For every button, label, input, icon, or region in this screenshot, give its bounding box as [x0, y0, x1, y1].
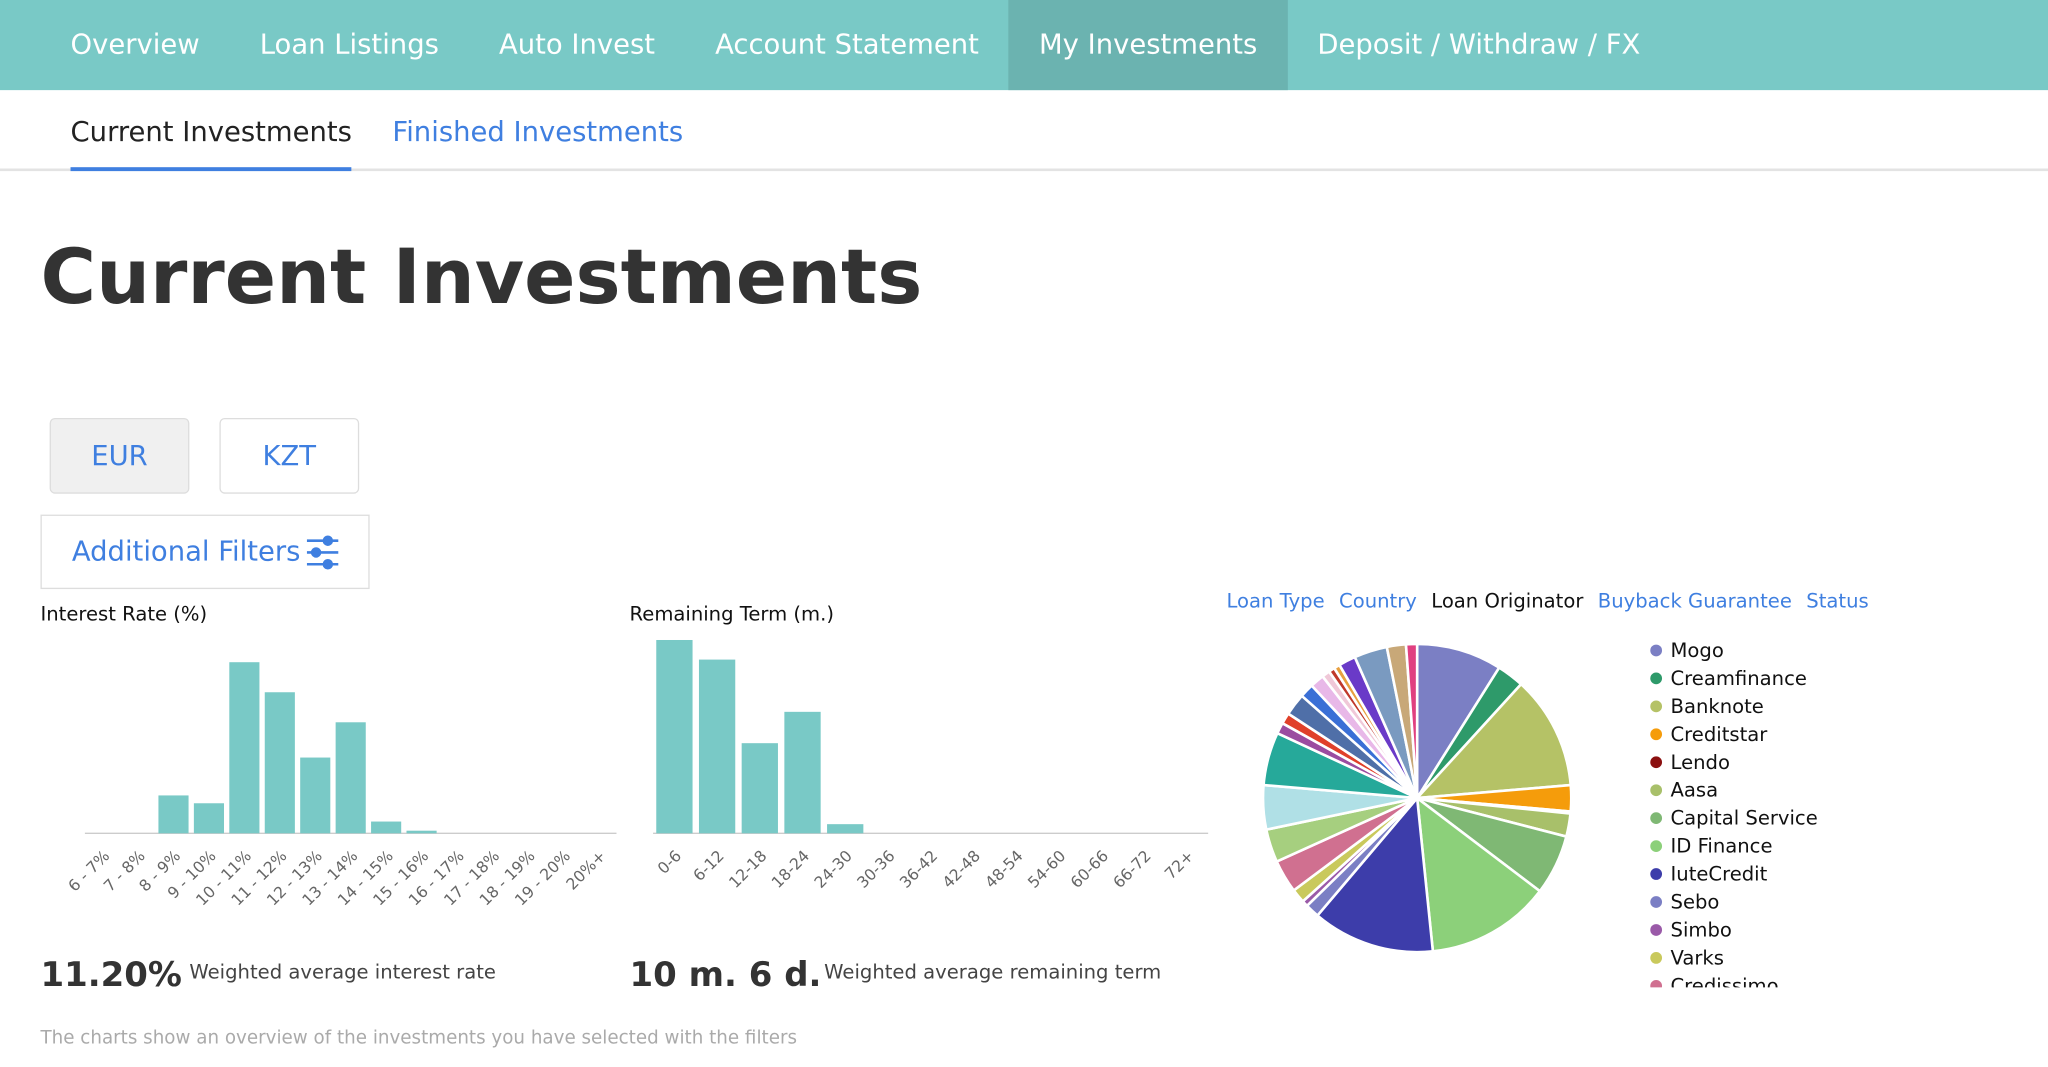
legend-label: Lendo — [1671, 751, 1730, 774]
legend-label: IuteCredit — [1671, 863, 1768, 886]
x-tick-label: 30-36 — [853, 846, 899, 892]
bar — [158, 795, 189, 834]
currency-button[interactable]: KZT — [219, 417, 360, 494]
legend-swatch — [1650, 868, 1663, 880]
pie-tab[interactable]: Status — [1806, 589, 1869, 613]
legend-label: Credissimo — [1671, 974, 1779, 997]
pie-slice — [1415, 642, 1502, 803]
x-tick-label: 0-6 — [654, 846, 686, 878]
x-tick-label: 42-48 — [938, 846, 984, 892]
stat-label: Weighted average remaining term — [824, 959, 1162, 984]
pie-tab[interactable]: Buyback Guarantee — [1597, 589, 1792, 613]
chart-title: Remaining Term (m.) — [630, 602, 834, 625]
pie-slice — [1413, 682, 1573, 800]
legend-label: Sebo — [1671, 891, 1720, 914]
legend-swatch — [1650, 700, 1663, 713]
legend-label: Varks — [1671, 946, 1724, 969]
legend-swatch — [1650, 644, 1663, 657]
nav-item[interactable]: Account Statement — [715, 28, 979, 61]
bar — [229, 662, 260, 834]
pie-tabs: Loan Type Country Loan Originator Buyback G… — [1226, 589, 1883, 613]
pie-slice — [1315, 794, 1435, 954]
legend-swatch — [1650, 952, 1663, 964]
filters-button[interactable]: Additional Filters — [40, 514, 370, 590]
bar — [300, 757, 331, 834]
stat-value: 10 m. 6 d. — [629, 956, 822, 996]
top-nav: Overview Loan Listings Auto Invest Account … — [0, 0, 2048, 91]
page-heading: Current Investments — [40, 232, 923, 322]
legend-swatch — [1650, 728, 1663, 741]
legend-swatch — [1650, 840, 1663, 852]
pie-tab[interactable]: Loan Type — [1226, 589, 1325, 613]
bar — [371, 821, 402, 834]
x-tick-label: 36-42 — [896, 846, 942, 892]
filters-label: Additional Filters — [71, 535, 301, 567]
bar — [827, 824, 864, 834]
x-tick-label: 48-54 — [981, 846, 1027, 892]
legend-swatch — [1650, 784, 1663, 797]
x-tick-label: 12-18 — [725, 846, 771, 892]
x-tick-label: 54-60 — [1024, 846, 1070, 892]
legend-label: Capital Service — [1671, 807, 1818, 830]
legend-swatch — [1650, 672, 1663, 685]
legend-swatch — [1650, 979, 1663, 988]
nav-item[interactable]: Overview — [70, 28, 200, 61]
currency-button[interactable]: EUR — [49, 417, 190, 494]
pie-slice — [1415, 795, 1542, 953]
stat-value: 11.20% — [40, 956, 182, 996]
legend-swatch — [1650, 896, 1663, 908]
sub-tabs: Current Investments Finished Investments — [0, 90, 2048, 172]
sub-tab[interactable]: Current Investments — [70, 90, 352, 172]
bar — [193, 803, 224, 834]
x-tick-label: 66-72 — [1109, 846, 1155, 892]
pie-slice — [1404, 642, 1419, 799]
bar — [264, 692, 295, 834]
bar — [698, 659, 736, 834]
filters-icon — [306, 535, 339, 570]
nav-item[interactable]: Auto Invest — [498, 28, 656, 61]
bar — [741, 743, 778, 834]
chart-title: Interest Rate (%) — [40, 602, 207, 625]
nav-item[interactable]: Loan Listings — [259, 28, 439, 61]
x-tick-label: 18-24 — [768, 846, 814, 892]
nav-item[interactable]: Deposit / Withdraw / FX — [1317, 28, 1641, 61]
legend-label: Mogo — [1671, 639, 1724, 662]
x-tick-label: 24-30 — [810, 846, 856, 892]
bar — [406, 830, 437, 834]
pie-tab[interactable]: Loan Originator — [1431, 589, 1584, 613]
legend-label: Creditstar — [1671, 723, 1769, 746]
legend-swatch — [1650, 812, 1663, 825]
legend-label: Creamfinance — [1671, 667, 1807, 690]
nav-item[interactable]: My Investments — [1008, 0, 1288, 91]
x-tick-label: 6-12 — [689, 846, 728, 885]
x-tick-label: 20%+ — [562, 846, 609, 893]
sub-tab[interactable]: Finished Investments — [392, 116, 684, 148]
bar — [335, 722, 366, 834]
bar — [656, 639, 693, 834]
footnote: The charts show an overview of the inves… — [40, 1027, 797, 1049]
legend-label: Aasa — [1671, 779, 1719, 802]
legend-swatch — [1650, 756, 1663, 769]
legend: Mogo Creamfinance Banknote Creditstar Lendo A… — [1650, 639, 1818, 997]
legend-swatch — [1650, 924, 1663, 936]
x-tick-label: 72+ — [1161, 846, 1198, 883]
legend-label: ID Finance — [1671, 835, 1773, 858]
x-tick-label: 60-66 — [1066, 846, 1112, 892]
legend-label: Banknote — [1671, 695, 1764, 718]
legend-label: Simbo — [1671, 918, 1732, 941]
stat-label: Weighted average interest rate — [189, 959, 496, 984]
pie-tab[interactable]: Country — [1339, 589, 1417, 613]
bar — [784, 711, 821, 834]
